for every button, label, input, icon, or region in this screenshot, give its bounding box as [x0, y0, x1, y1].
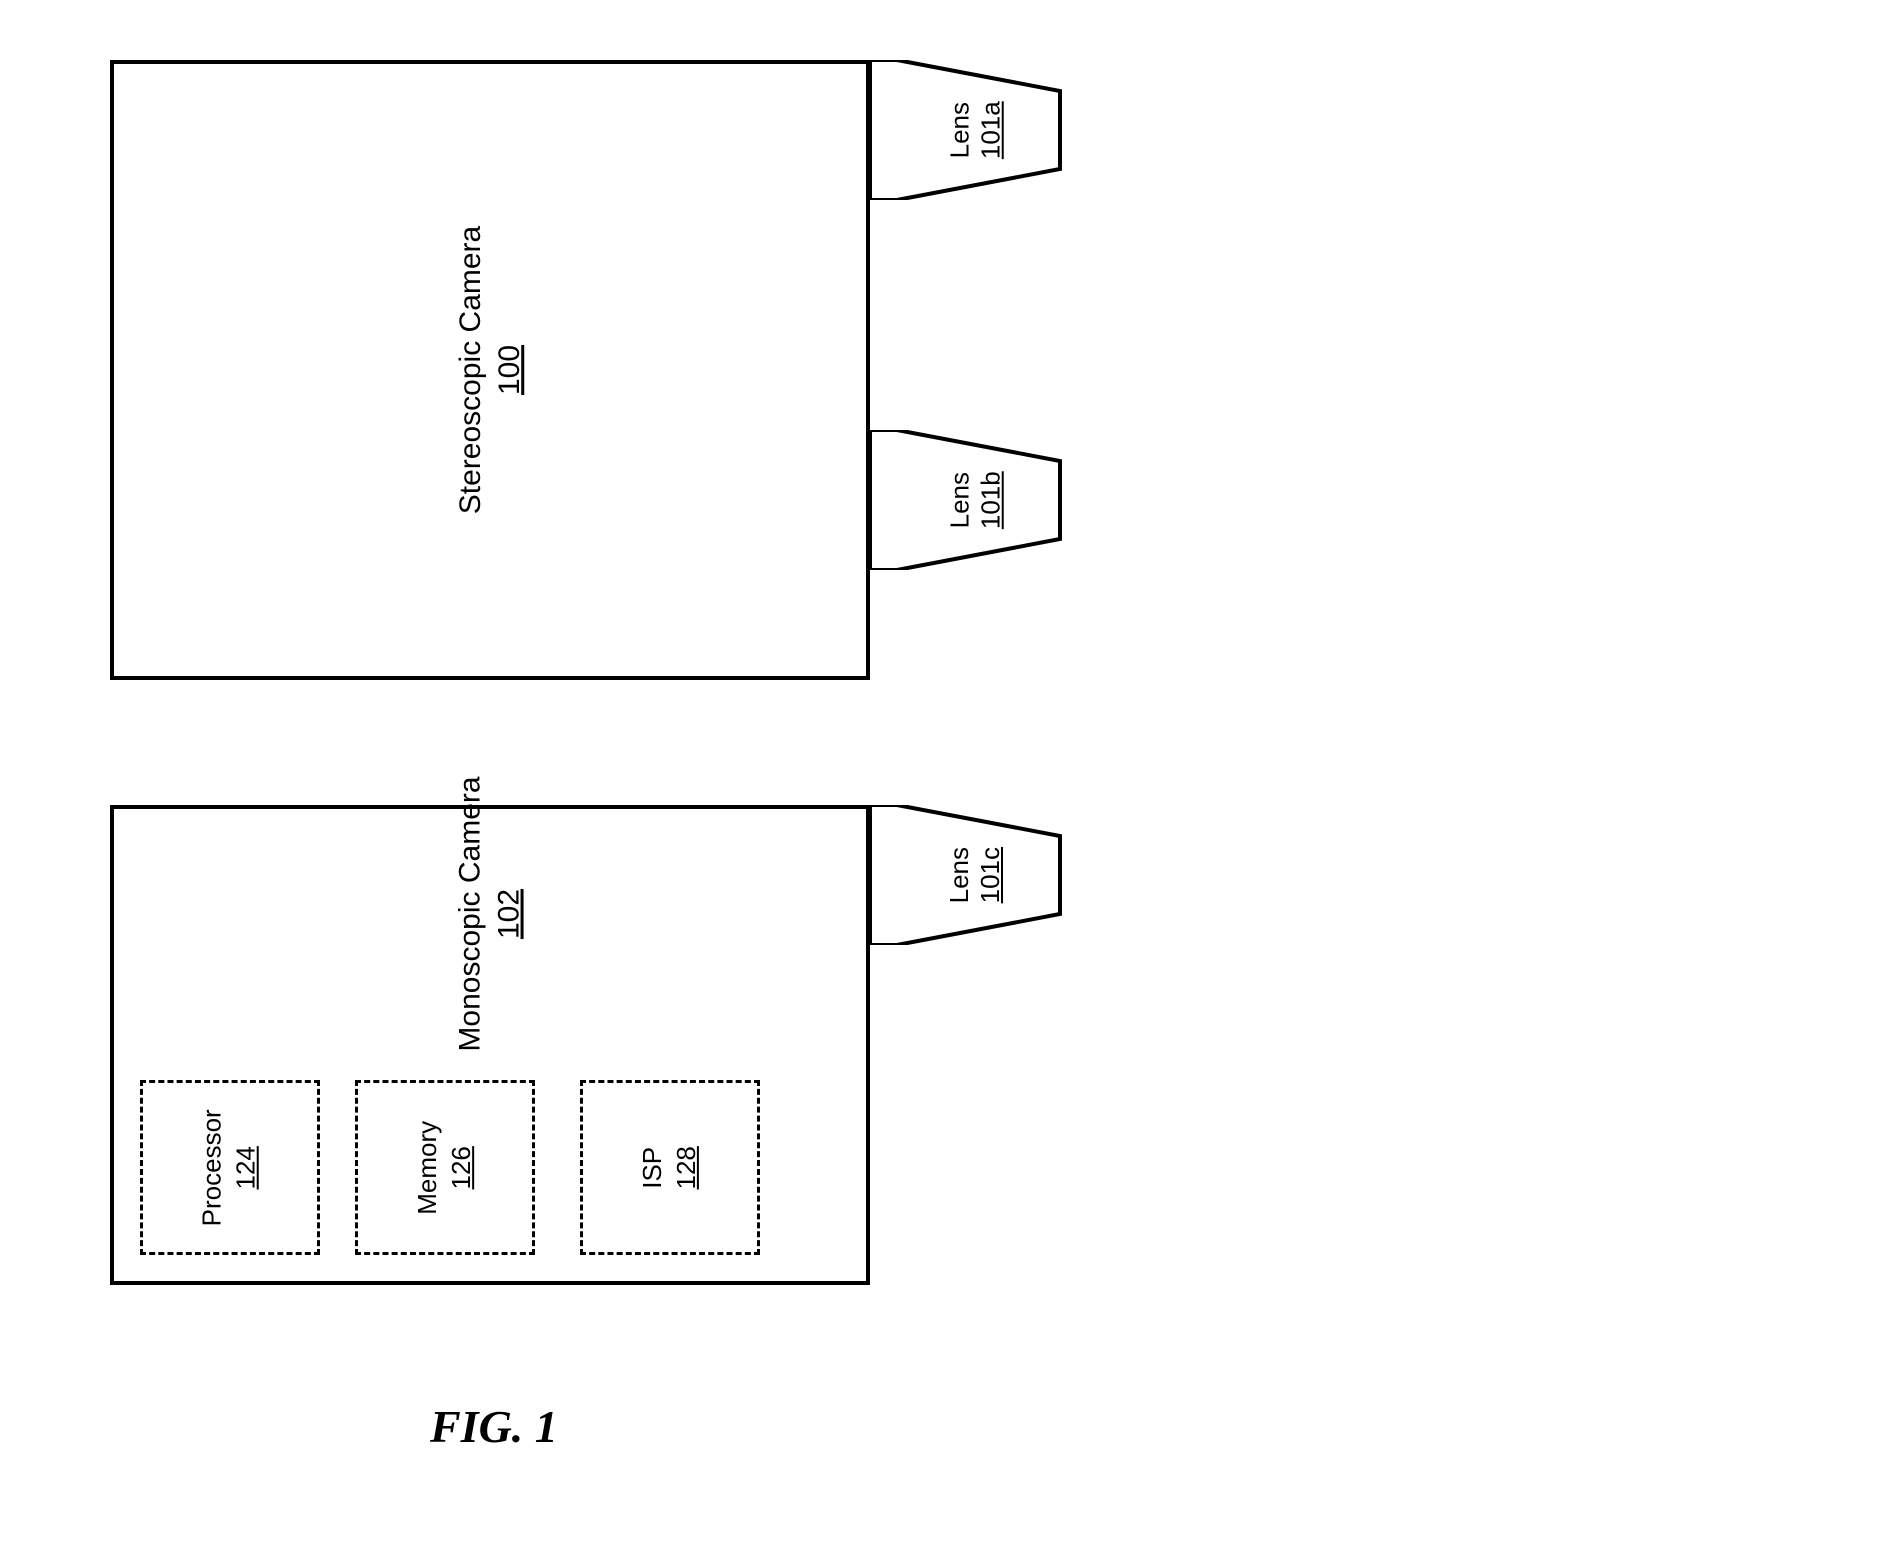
stereoscopic-camera-title: Stereoscopic Camera 100 [114, 64, 866, 676]
isp-box: ISP 128 [580, 1080, 760, 1255]
mono-lens-label: Lens 101c [893, 805, 1058, 945]
processor-label: Processor [197, 1109, 227, 1226]
monoscopic-camera-title-text: Monoscopic Camera [454, 776, 487, 1051]
memory-box: Memory 126 [355, 1080, 535, 1255]
memory-ref: 126 [446, 1146, 476, 1189]
processor-box: Processor 124 [140, 1080, 320, 1255]
mono-lens-text: Lens [944, 847, 974, 903]
monoscopic-camera-title: Monoscopic Camera 102 [114, 809, 866, 1019]
memory-label: Memory [412, 1121, 442, 1215]
stereo-lens-b-ref: 101b [976, 471, 1006, 529]
stereoscopic-camera-title-text: Stereoscopic Camera [454, 226, 487, 514]
stereo-lens-a-text: Lens [944, 102, 974, 158]
isp-label: ISP [637, 1147, 667, 1189]
processor-ref: 124 [231, 1146, 261, 1189]
stereoscopic-camera-ref: 100 [493, 345, 526, 395]
stereo-lens-a-label: Lens 101a [893, 60, 1058, 200]
stereo-lens-a-ref: 101a [976, 101, 1006, 159]
stereoscopic-camera-box: Stereoscopic Camera 100 [110, 60, 870, 680]
stereo-lens-b-label: Lens 101b [893, 430, 1058, 570]
figure-caption: FIG. 1 [430, 1400, 558, 1453]
mono-lens-ref: 101c [975, 847, 1005, 903]
monoscopic-camera-ref: 102 [493, 889, 526, 939]
isp-ref: 128 [671, 1146, 701, 1189]
stereo-lens-b-text: Lens [944, 472, 974, 528]
